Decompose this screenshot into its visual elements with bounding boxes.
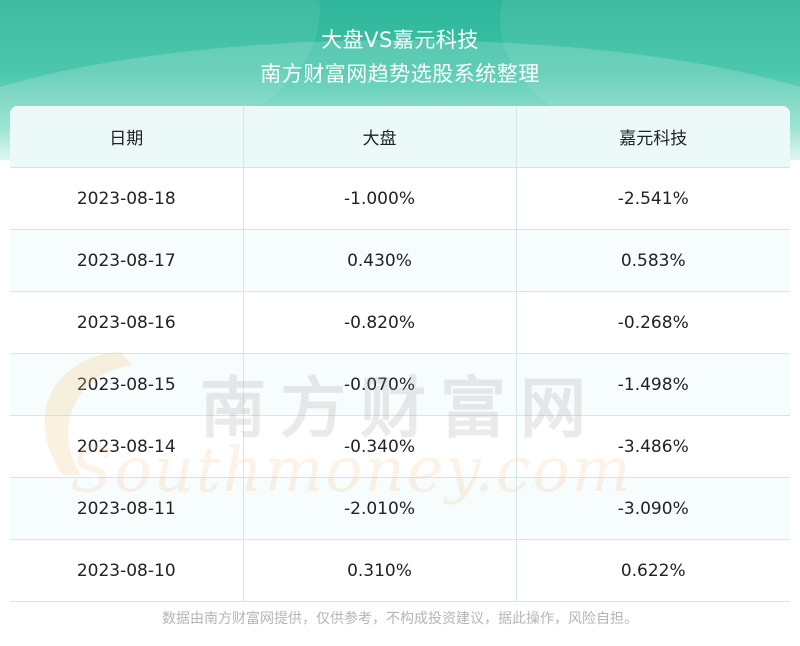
table-row: 2023-08-18 -1.000% -2.541% bbox=[10, 167, 790, 230]
cell-market-change: -2.010% bbox=[243, 477, 517, 540]
cell-date: 2023-08-17 bbox=[10, 229, 244, 292]
comparison-table: 日期 大盘 嘉元科技 2023-08-18 -1.000% -2.541% 20… bbox=[10, 106, 790, 602]
table-row: 2023-08-14 -0.340% -3.486% bbox=[10, 415, 790, 478]
column-header-market: 大盘 bbox=[243, 106, 517, 168]
page-subtitle: 南方财富网趋势选股系统整理 bbox=[260, 62, 540, 86]
cell-stock-change: -0.268% bbox=[516, 291, 790, 354]
table-row: 2023-08-15 -0.070% -1.498% bbox=[10, 353, 790, 416]
cell-stock-change: -3.090% bbox=[516, 477, 790, 540]
cell-date: 2023-08-18 bbox=[10, 167, 244, 230]
cell-stock-change: -3.486% bbox=[516, 415, 790, 478]
cell-date: 2023-08-15 bbox=[10, 353, 244, 416]
cell-date: 2023-08-11 bbox=[10, 477, 244, 540]
cell-date: 2023-08-14 bbox=[10, 415, 244, 478]
cell-stock-change: 0.622% bbox=[516, 539, 790, 602]
page-title: 大盘VS嘉元科技 bbox=[321, 28, 479, 52]
cell-market-change: 0.310% bbox=[243, 539, 517, 602]
cell-stock-change: -2.541% bbox=[516, 167, 790, 230]
column-header-stock: 嘉元科技 bbox=[516, 106, 790, 168]
data-table-card: 日期 大盘 嘉元科技 2023-08-18 -1.000% -2.541% 20… bbox=[10, 106, 790, 602]
footer-disclaimer: 数据由南方财富网提供，仅供参考，不构成投资建议，据此操作，风险自担。 bbox=[162, 611, 638, 627]
cell-market-change: 0.430% bbox=[243, 229, 517, 292]
cell-date: 2023-08-10 bbox=[10, 539, 244, 602]
table-row: 2023-08-17 0.430% 0.583% bbox=[10, 229, 790, 292]
cell-date: 2023-08-16 bbox=[10, 291, 244, 354]
table-row: 2023-08-16 -0.820% -0.268% bbox=[10, 291, 790, 354]
cell-market-change: -1.000% bbox=[243, 167, 517, 230]
cell-market-change: -0.070% bbox=[243, 353, 517, 416]
cell-market-change: -0.340% bbox=[243, 415, 517, 478]
column-header-date: 日期 bbox=[10, 106, 244, 168]
table-row: 2023-08-10 0.310% 0.622% bbox=[10, 539, 790, 602]
cell-stock-change: -1.498% bbox=[516, 353, 790, 416]
table-header-row: 日期 大盘 嘉元科技 bbox=[10, 106, 790, 168]
cell-market-change: -0.820% bbox=[243, 291, 517, 354]
cell-stock-change: 0.583% bbox=[516, 229, 790, 292]
header-background bbox=[0, 0, 800, 160]
table-row: 2023-08-11 -2.010% -3.090% bbox=[10, 477, 790, 540]
